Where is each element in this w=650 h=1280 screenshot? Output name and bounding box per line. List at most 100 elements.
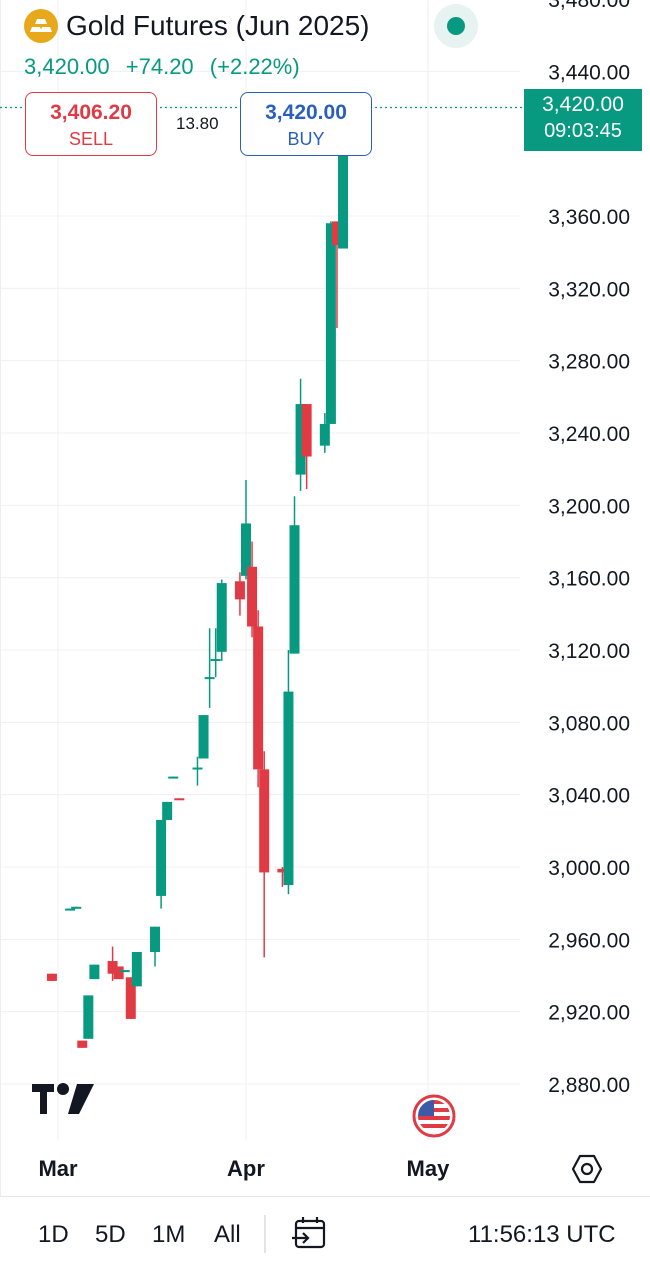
candle [241,480,251,580]
candle [253,610,264,788]
candle-body [119,970,130,973]
candle-body [192,767,203,770]
bar-countdown: 09:03:45 [544,120,622,142]
candle [295,378,306,491]
candle-body [216,583,227,652]
x-axis-label: Apr [227,1156,265,1181]
quote-line: 3,420.00 +74.20 (+2.22%) [24,54,310,80]
calendar-goto-icon[interactable] [290,1213,330,1253]
price-change-percent: (+2.22%) [209,54,300,79]
y-axis-label: 3,200.00 [548,495,630,518]
candle-body [247,566,258,627]
candle-body [289,525,300,654]
buy-price: 3,420.00 [265,101,347,124]
bottom-toolbar: 1D 5D 1M All 11:56:13 UTC [0,1196,650,1273]
candle-body [277,868,288,873]
candle-body [338,107,349,249]
price-tag-value: 3,420.00 [542,93,624,116]
clock-utc[interactable]: 11:56:13 UTC [468,1221,616,1248]
candle [174,798,185,801]
candle-body [150,926,161,952]
y-axis-label: 3,360.00 [548,206,630,229]
candle [46,973,57,981]
y-axis-label: 3,440.00 [548,61,630,84]
candle-body [107,961,118,974]
y-axis-label: 3,240.00 [548,423,630,446]
buy-label: BUY [287,129,325,149]
sell-price: 3,406.20 [50,101,132,124]
candle-body [125,977,136,1019]
candle-body [65,908,76,911]
candle [289,496,300,654]
candle-body [131,951,142,987]
candle [156,819,167,909]
candle [204,628,215,708]
candle [168,776,179,779]
tradingview-logo[interactable] [32,1082,94,1116]
timeframe-5d[interactable]: 5D [95,1221,126,1248]
candle [192,756,203,786]
y-axis-label: 3,480.00 [548,0,630,12]
candle [131,951,142,987]
candle [162,801,173,820]
candle [277,867,288,887]
candle [113,966,124,980]
candle-body [113,966,124,980]
timeframe-1d[interactable]: 1D [38,1221,69,1248]
gold-bars-icon [24,9,58,43]
candle [107,946,118,981]
candle [247,541,258,638]
y-axis-label: 3,040.00 [548,785,630,808]
candle-body [331,221,342,245]
us-flag-icon[interactable] [412,1094,456,1138]
y-axis-label: 3,080.00 [548,712,630,735]
candle [301,404,312,490]
gear-icon[interactable] [570,1152,604,1186]
candle-body [77,1040,88,1048]
candle-body [283,691,294,886]
buy-button[interactable]: 3,420.00 BUY [240,92,372,156]
candle-body [325,223,336,424]
candle [65,908,76,911]
last-price-tag: 3,420.00 09:03:45 [524,89,642,151]
sell-label: SELL [68,129,114,149]
toolbar-divider [264,1215,266,1253]
candle [331,221,342,329]
timeframe-all[interactable]: All [214,1221,241,1248]
sell-button[interactable]: 3,406.20 SELL [25,92,157,156]
candle [210,628,221,678]
candle [77,1040,88,1048]
candle [198,715,209,759]
y-axis-label: 3,320.00 [548,278,630,301]
candle-body [259,769,270,873]
y-axis-label: 3,120.00 [548,640,630,663]
candle-body [156,819,167,896]
candle-body [198,715,209,759]
candle-body [204,677,215,680]
market-status-button[interactable] [434,4,478,48]
candle-body [295,404,306,475]
candle [125,977,136,1019]
candle-body [210,659,221,662]
candle-body [253,626,264,770]
candle-body [46,973,57,981]
candle [216,579,227,661]
candle-body [162,801,173,820]
candle [319,413,330,453]
y-axis-label: 3,160.00 [548,568,630,591]
candle-body [71,906,82,909]
candle [325,221,336,424]
candle-body [234,581,245,600]
symbol-title[interactable]: Gold Futures (Jun 2025) [66,10,370,41]
candle [119,970,130,973]
chart-header: Gold Futures (Jun 2025) [24,6,494,46]
candle-body [301,404,312,457]
timeframe-1m[interactable]: 1M [152,1221,186,1248]
x-axis-label: Mar [38,1156,78,1181]
y-axis-label: 2,880.00 [548,1074,630,1097]
spread-value: 13.80 [176,114,219,133]
candle-body [83,995,94,1039]
candle [234,572,245,616]
price-change: +74.20 [125,54,194,79]
